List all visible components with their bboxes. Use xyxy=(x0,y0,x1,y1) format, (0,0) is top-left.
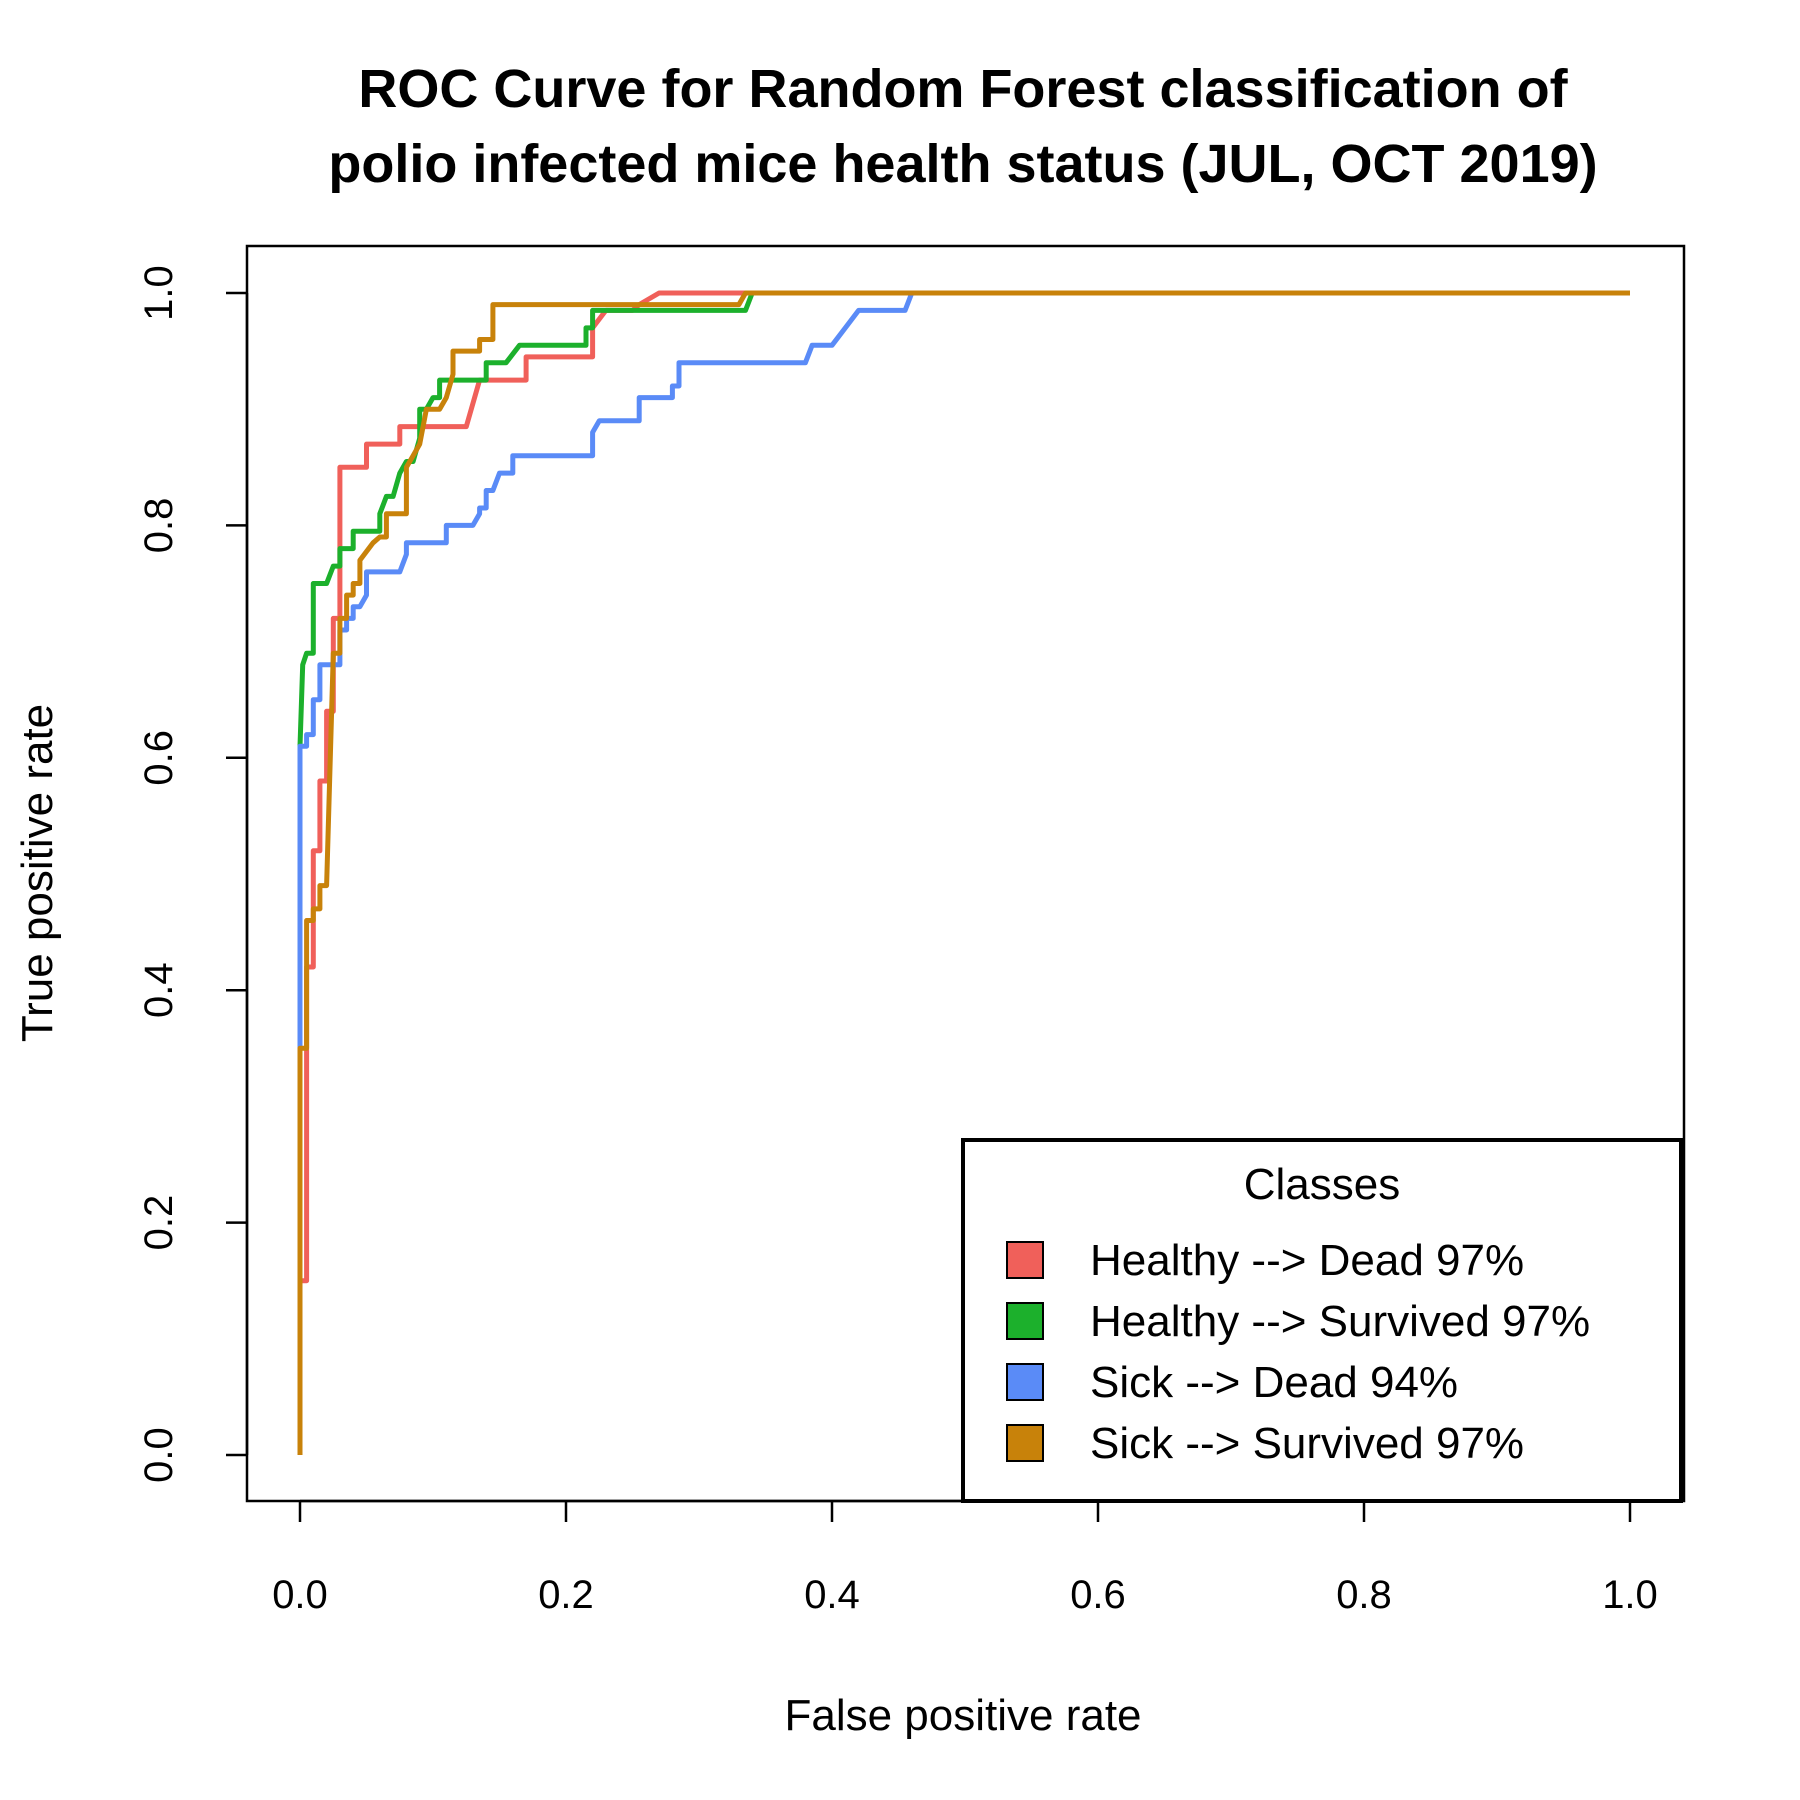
x-axis-label: False positive rate xyxy=(784,1691,1141,1740)
legend-items: Healthy --> Dead 97% Healthy --> Survived… xyxy=(1006,1236,1590,1468)
legend-label: Healthy --> Dead 97% xyxy=(1090,1236,1524,1285)
x-tick-label: 0.6 xyxy=(1070,1573,1126,1617)
y-tick-label: 0.6 xyxy=(137,730,181,786)
roc-curve-3 xyxy=(297,290,1630,1455)
y-tick-label: 0.2 xyxy=(137,1195,181,1251)
legend-swatch xyxy=(1006,1363,1044,1401)
legend-swatch xyxy=(1006,1302,1044,1340)
legend-label: Sick --> Survived 97% xyxy=(1090,1419,1524,1468)
y-axis: 0.0 0.2 0.4 0.6 0.8 1.0 xyxy=(137,265,249,1483)
y-tick-label: 0.4 xyxy=(137,962,181,1018)
roc-curve-4 xyxy=(297,290,1630,1455)
legend-label: Sick --> Dead 94% xyxy=(1090,1358,1458,1407)
legend-title: Classes xyxy=(1244,1160,1401,1209)
y-tick-label: 0.0 xyxy=(137,1427,181,1483)
x-tick-label: 0.0 xyxy=(272,1573,328,1617)
legend-box xyxy=(961,1138,1683,1503)
legend: Classes Healthy --> Dead 97%Healthy --> … xyxy=(961,1138,1683,1503)
legend-swatch xyxy=(1006,1424,1044,1462)
y-tick-label: 1.0 xyxy=(137,265,181,321)
x-tick-label: 1.0 xyxy=(1602,1573,1658,1617)
roc-curves xyxy=(297,290,1630,1455)
roc-curve-1 xyxy=(297,290,1630,1455)
y-tick-label: 0.8 xyxy=(137,498,181,554)
legend-label: Healthy --> Survived 97% xyxy=(1090,1297,1590,1346)
legend-swatch xyxy=(1006,1241,1044,1279)
x-tick-label: 0.4 xyxy=(804,1573,860,1617)
x-tick-label: 0.8 xyxy=(1336,1573,1392,1617)
chart-title-line-2: polio infected mice health status (JUL, … xyxy=(328,134,1597,194)
chart-title-line-1: ROC Curve for Random Forest classificati… xyxy=(358,59,1568,119)
x-axis: 0.0 0.2 0.4 0.6 0.8 1.0 xyxy=(272,1499,1658,1617)
y-axis-label: True positive rate xyxy=(13,704,62,1042)
x-tick-label: 0.2 xyxy=(538,1573,594,1617)
